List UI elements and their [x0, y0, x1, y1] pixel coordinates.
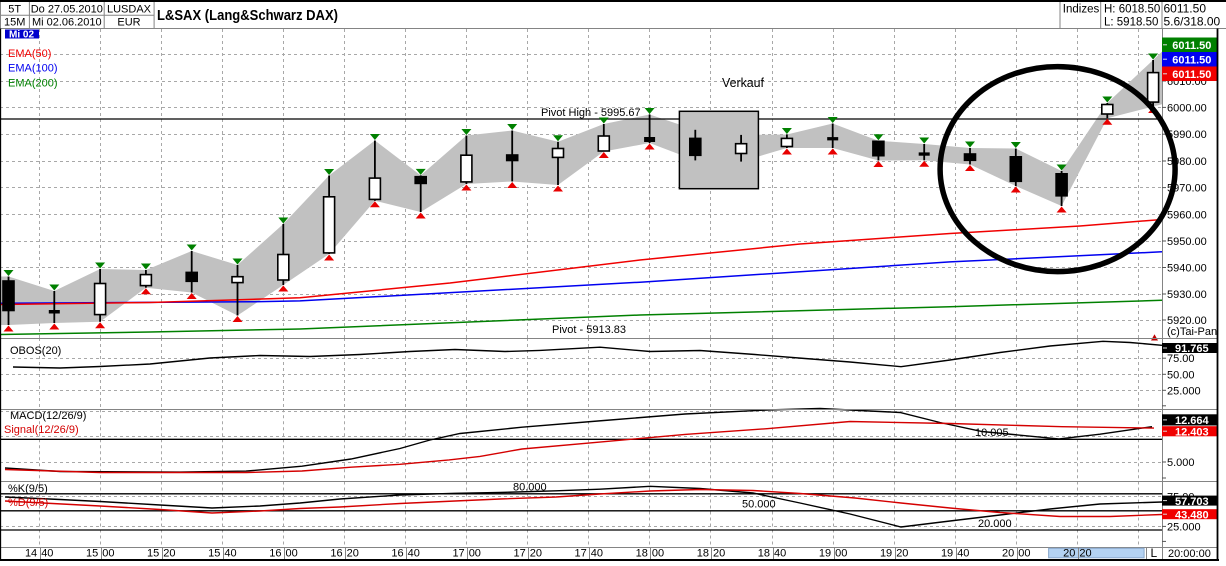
svg-text:00: 00 — [469, 548, 481, 560]
svg-text:75.00: 75.00 — [1167, 353, 1195, 365]
svg-text:6011.50: 6011.50 — [1172, 40, 1211, 52]
svg-text:10.005: 10.005 — [975, 427, 1009, 439]
svg-text:EUR: EUR — [117, 17, 140, 29]
svg-text:6011.50: 6011.50 — [1164, 2, 1207, 16]
svg-text:50.00: 50.00 — [1167, 369, 1195, 381]
svg-text:25.000: 25.000 — [1167, 385, 1201, 397]
svg-text:20: 20 — [1063, 548, 1075, 560]
svg-text:19: 19 — [819, 548, 831, 560]
svg-text:6011.50: 6011.50 — [1172, 69, 1211, 81]
svg-text:43.480: 43.480 — [1175, 509, 1209, 521]
svg-text:5.000: 5.000 — [1167, 457, 1195, 469]
svg-text:EMA(50): EMA(50) — [8, 48, 51, 60]
svg-text:00: 00 — [652, 548, 664, 560]
svg-text:20: 20 — [347, 548, 359, 560]
svg-text:15: 15 — [208, 548, 220, 560]
svg-text:40: 40 — [591, 548, 603, 560]
svg-text:EMA(100): EMA(100) — [8, 63, 58, 75]
svg-text:40: 40 — [408, 548, 420, 560]
svg-text:%K(9/5): %K(9/5) — [8, 483, 48, 495]
svg-text:19: 19 — [880, 548, 892, 560]
svg-text:L: 5918.50: L: 5918.50 — [1104, 17, 1158, 29]
svg-text:12.403: 12.403 — [1175, 426, 1209, 438]
svg-text:Signal(12/26/9): Signal(12/26/9) — [4, 424, 79, 436]
svg-text:5960.00: 5960.00 — [1167, 210, 1207, 222]
svg-text:25.000: 25.000 — [1167, 521, 1201, 533]
svg-text:Pivot - 5913.83: Pivot - 5913.83 — [552, 324, 626, 336]
svg-text:18: 18 — [636, 548, 648, 560]
svg-text:OBOS(20): OBOS(20) — [10, 345, 61, 357]
svg-text:5970.00: 5970.00 — [1167, 183, 1207, 195]
svg-text:18: 18 — [697, 548, 709, 560]
svg-text:20: 20 — [530, 548, 542, 560]
svg-text:20.000: 20.000 — [978, 518, 1012, 530]
svg-text:12.664: 12.664 — [1175, 415, 1210, 427]
svg-text:40: 40 — [774, 548, 786, 560]
svg-text:EMA(200): EMA(200) — [8, 78, 58, 90]
svg-text:18: 18 — [758, 548, 770, 560]
svg-text:80.000: 80.000 — [513, 482, 547, 494]
svg-text:00: 00 — [102, 548, 114, 560]
svg-text:20: 20 — [896, 548, 908, 560]
svg-text:Pivot High - 5995.67: Pivot High - 5995.67 — [541, 107, 641, 119]
svg-text:40: 40 — [957, 548, 969, 560]
svg-text:L: L — [1151, 546, 1158, 560]
svg-text:6011.50: 6011.50 — [1172, 55, 1211, 67]
svg-text:6000.00: 6000.00 — [1167, 102, 1207, 114]
svg-text:5T: 5T — [8, 4, 21, 16]
svg-text:MACD(12/26/9): MACD(12/26/9) — [10, 410, 86, 422]
svg-text:Verkauf: Verkauf — [722, 75, 764, 90]
svg-text:57.703: 57.703 — [1175, 496, 1209, 508]
svg-text:17: 17 — [575, 548, 587, 560]
svg-text:00: 00 — [1018, 548, 1030, 560]
svg-text:17: 17 — [514, 548, 526, 560]
svg-text:20: 20 — [163, 548, 175, 560]
svg-text:20: 20 — [713, 548, 725, 560]
svg-text:40: 40 — [224, 548, 236, 560]
svg-text:L&SAX (Lang&Schwarz DAX): L&SAX (Lang&Schwarz DAX) — [157, 7, 338, 24]
svg-text:00: 00 — [286, 548, 298, 560]
svg-text:H: 6018.50: H: 6018.50 — [1104, 4, 1160, 16]
svg-text:20: 20 — [1002, 548, 1014, 560]
svg-text:5990.00: 5990.00 — [1167, 129, 1207, 141]
svg-text:16: 16 — [269, 548, 281, 560]
svg-text:5940.00: 5940.00 — [1167, 263, 1207, 275]
svg-text:50.000: 50.000 — [742, 499, 776, 511]
svg-text:Mi 02.06.2010: Mi 02.06.2010 — [32, 17, 102, 29]
svg-text:LUSDAX: LUSDAX — [107, 4, 152, 16]
svg-text:16: 16 — [330, 548, 342, 560]
svg-text:20:00:00: 20:00:00 — [1168, 548, 1211, 560]
svg-text:40: 40 — [41, 548, 53, 560]
svg-text:(c)Tai-Pan: (c)Tai-Pan — [1167, 326, 1217, 338]
svg-text:19: 19 — [941, 548, 953, 560]
svg-text:17: 17 — [452, 548, 464, 560]
svg-text:20: 20 — [1079, 548, 1091, 560]
svg-text:Do 27.05.2010: Do 27.05.2010 — [31, 4, 103, 16]
svg-text:Mi 02: Mi 02 — [9, 30, 34, 41]
svg-text:Indizes: Indizes — [1063, 4, 1100, 16]
svg-text:5920.00: 5920.00 — [1167, 315, 1207, 327]
svg-text:5.6/318.00: 5.6/318.00 — [1164, 15, 1221, 29]
svg-text:15M: 15M — [4, 17, 25, 29]
svg-text:5950.00: 5950.00 — [1167, 236, 1207, 248]
svg-text:14: 14 — [25, 548, 37, 560]
svg-text:00: 00 — [835, 548, 847, 560]
svg-text:5930.00: 5930.00 — [1167, 289, 1207, 301]
svg-text:16: 16 — [391, 548, 403, 560]
svg-text:91.765: 91.765 — [1175, 343, 1209, 355]
svg-text:15: 15 — [147, 548, 159, 560]
svg-text:15: 15 — [86, 548, 98, 560]
svg-text:%D(9/5): %D(9/5) — [8, 497, 48, 509]
